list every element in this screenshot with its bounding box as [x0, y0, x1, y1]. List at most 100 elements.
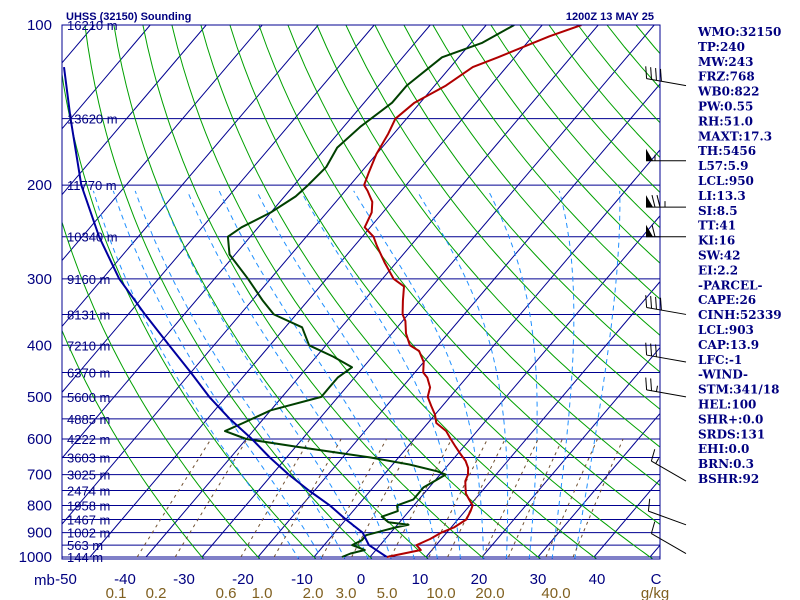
dry-adiabat	[142, 25, 486, 559]
isotherm-line	[201, 25, 655, 558]
pressure-tick-label: 900	[27, 525, 52, 542]
dry-adiabat	[62, 329, 205, 559]
index-item: WMO:32150	[697, 25, 781, 39]
index-item: CINH:52339	[698, 308, 782, 322]
isotherm-line	[369, 215, 660, 558]
moist-adiabat	[488, 190, 538, 559]
moist-adiabat	[416, 190, 509, 559]
wind-barb-flag	[645, 295, 648, 308]
dry-adiabat	[461, 25, 660, 264]
wind-barb-staff	[646, 307, 687, 315]
index-item: EHI:0.0	[698, 442, 749, 456]
isotherm-line	[62, 25, 151, 130]
pressure-tick-label: 300	[27, 271, 52, 288]
index-item: SI:8.5	[698, 204, 738, 218]
wind-barb	[645, 66, 687, 87]
mixing-ratio-line	[482, 438, 539, 558]
mixing-ratio-line	[428, 438, 488, 558]
index-item: LFC:-1	[698, 353, 742, 367]
mixing-ratio-line	[321, 438, 388, 558]
temperature-tick-label: 10	[412, 571, 429, 588]
height-label: 563 m	[67, 538, 103, 553]
wind-barb-flag	[655, 344, 657, 357]
dry-adiabat	[84, 25, 373, 559]
height-label: 4885 m	[67, 412, 110, 427]
moist-adiabat	[112, 190, 323, 559]
height-label: 1002 m	[67, 526, 110, 541]
height-label: 7210 m	[67, 338, 110, 353]
wind-barb	[646, 148, 686, 162]
isotherm-line	[62, 25, 431, 459]
index-item: MW:243	[698, 55, 753, 69]
height-label: 13620 m	[67, 112, 118, 127]
moist-adiabat	[218, 190, 415, 559]
dry-adiabat	[229, 25, 654, 559]
wind-barb-staff	[646, 389, 687, 398]
mixing-ratio-line	[545, 438, 598, 558]
index-item: SW:42	[698, 249, 740, 263]
pressure-tick-label: 1000	[19, 549, 52, 566]
mixing-ratio-line	[273, 438, 342, 558]
index-item: SHR+:0.0	[698, 412, 763, 426]
mixing-ratio-tick-label: 10.0	[426, 585, 455, 600]
pressure-tick-label: 200	[27, 177, 52, 194]
mixing-ratio-tick-label: 1.0	[252, 585, 273, 600]
mixing-ratio-tick-label: g/kg	[641, 585, 669, 600]
mixing-ratio-tick-label: 40.0	[541, 585, 570, 600]
wind-barb-flag	[650, 343, 653, 356]
wind-barb-flag	[645, 377, 648, 390]
index-item: SRDS:131	[698, 427, 765, 441]
wind-barb-flag	[656, 195, 661, 208]
mixing-ratio-line	[507, 438, 563, 558]
isotherm-line	[313, 149, 660, 558]
temperature-tick-label: -40	[114, 571, 136, 588]
wind-barb-flag	[647, 498, 651, 512]
wind-barb	[646, 195, 686, 208]
wind-barb-flag	[660, 68, 662, 82]
wind-barb	[650, 449, 687, 482]
moist-adiabat	[92, 190, 300, 559]
index-item: -PARCEL-	[698, 278, 763, 292]
height-label: 3025 m	[67, 468, 110, 483]
mixing-ratio-tick-label: 0.6	[216, 585, 237, 600]
mixing-ratio-tick-label: 5.0	[377, 585, 398, 600]
dry-adiabat	[287, 25, 660, 486]
index-item: BRN:0.3	[698, 457, 754, 471]
height-label: 16210 m	[67, 18, 118, 33]
wind-barb-flag	[650, 378, 653, 391]
wind-barb-flag	[655, 296, 657, 310]
mixing-ratio-line	[390, 438, 453, 558]
dry-adiabat	[62, 220, 261, 559]
chart-datetime: 1200Z 13 MAY 25	[566, 11, 654, 23]
index-item: -WIND-	[698, 368, 748, 382]
isotherm-line	[62, 25, 319, 328]
wind-barb-flag	[655, 68, 657, 81]
mixing-ratio-tick-label: 0.2	[146, 585, 167, 600]
temperature-profile	[363, 25, 582, 558]
index-item: WB0:822	[697, 85, 759, 99]
index-item: BSHR:92	[698, 472, 759, 486]
index-item: TP:240	[698, 40, 745, 54]
temperature-tick-label: -10	[291, 571, 313, 588]
wind-barb-flag	[651, 224, 656, 237]
index-item: HEL:100	[698, 398, 756, 412]
pressure-tick-label: 100	[27, 17, 52, 34]
pressure-tick-label: 400	[27, 337, 52, 354]
parcel-path	[63, 66, 388, 558]
wind-barb-flag	[650, 449, 656, 462]
wind-barb	[646, 224, 686, 238]
wind-barb-flag	[645, 342, 648, 356]
temperature-tick-label: C	[651, 571, 662, 588]
index-item: PW:0.55	[698, 100, 753, 114]
wind-barb-flag	[660, 297, 662, 311]
wind-barb	[645, 342, 687, 363]
sounding-profiles	[63, 25, 582, 558]
index-item: CAPE:26	[698, 293, 756, 307]
wind-barb-flag	[651, 195, 656, 208]
height-label: 6370 m	[67, 366, 110, 381]
diagram-grid	[62, 25, 660, 559]
mixing-ratio-tick-label: 2.0	[303, 585, 324, 600]
wind-barb-staff	[651, 533, 687, 554]
